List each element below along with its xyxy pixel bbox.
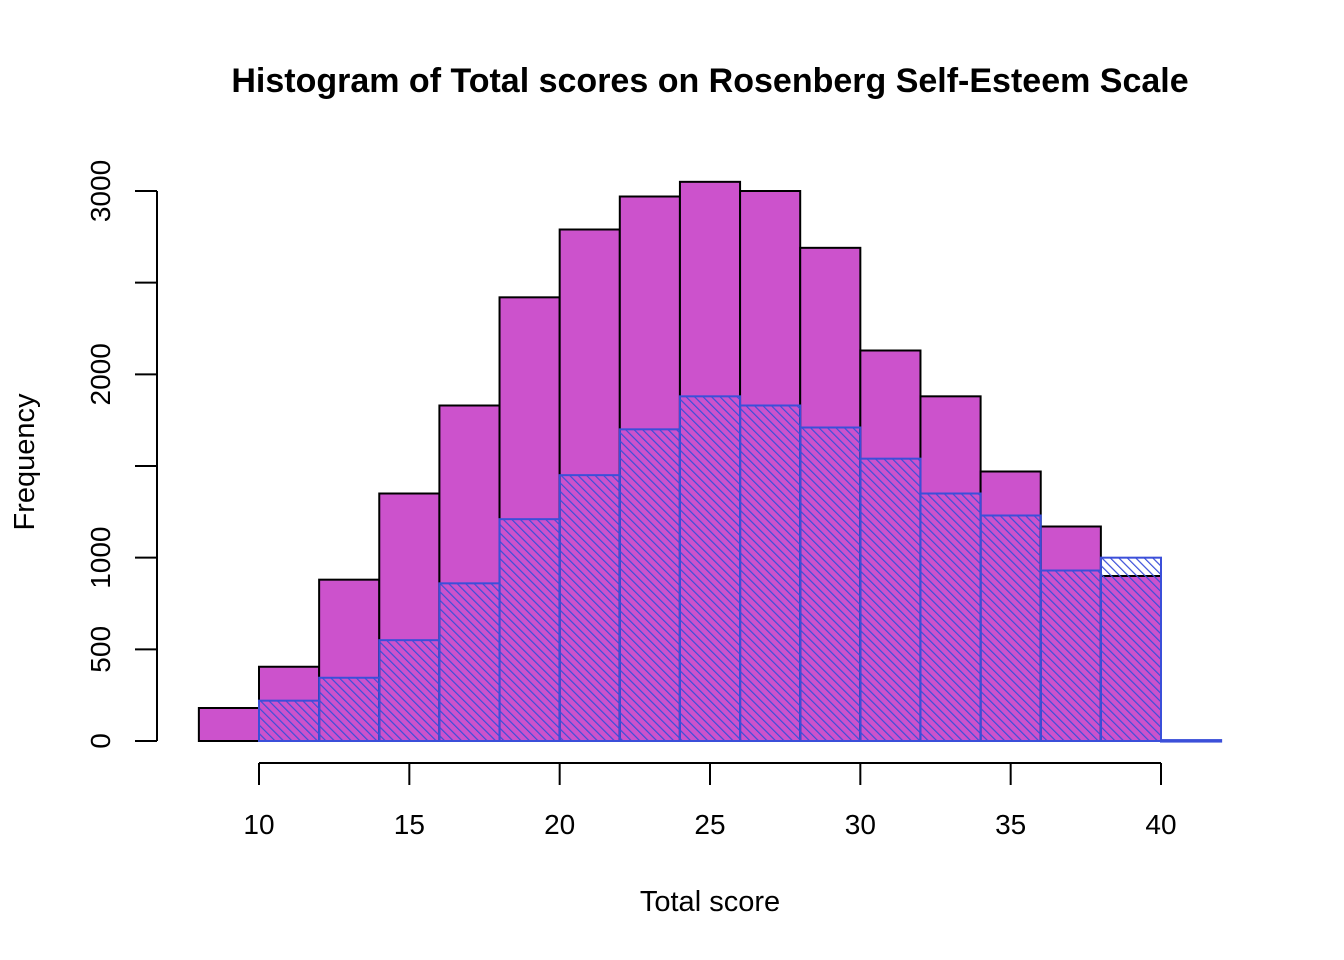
hatched-bar [498,518,561,743]
hatched-histogram-bars [258,395,1223,743]
hatched-bar [378,639,441,743]
hatched-bar [558,474,621,742]
hatched-bar [678,395,742,742]
x-tick-label: 20 [544,809,575,840]
chart-title: Histogram of Total scores on Rosenberg S… [231,62,1188,100]
hatched-bar [318,676,381,742]
x-axis: 10 15 20 25 30 35 40 [243,762,1177,840]
hatched-bar [979,514,1042,742]
solid-bar [197,707,261,742]
x-tick-label: 10 [243,809,274,840]
hatched-bar [739,404,802,742]
y-tick-label: 2000 [85,343,116,405]
hatched-bar [438,582,501,742]
y-tick-label: 0 [85,733,116,749]
hatched-bar [1039,569,1102,742]
y-axis-label: Frequency [9,393,41,531]
x-axis-label: Total score [640,886,780,918]
hatched-bar [799,426,862,742]
x-tick-label: 15 [394,809,425,840]
hatched-bar [859,457,922,742]
y-axis: 0 500 1000 2000 3000 [85,160,158,749]
hatched-bar [618,428,681,742]
x-tick-label: 35 [995,809,1026,840]
hatched-bar [1160,739,1223,743]
x-tick-label: 30 [845,809,876,840]
hatched-bar [258,699,321,743]
hatched-bar [1099,556,1163,743]
y-tick-label: 500 [85,626,116,673]
x-tick-label: 40 [1145,809,1176,840]
x-tick-label: 25 [694,809,725,840]
y-tick-label: 3000 [85,160,116,222]
y-tick-label: 1000 [85,527,116,589]
hatched-bar [919,492,982,742]
